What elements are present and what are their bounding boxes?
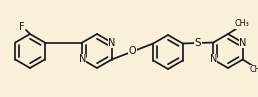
- Text: N: N: [239, 38, 246, 48]
- Text: S: S: [195, 38, 201, 48]
- Text: F: F: [19, 22, 25, 32]
- Text: O: O: [129, 46, 136, 56]
- Text: CH₃: CH₃: [235, 19, 249, 29]
- Text: CH₃: CH₃: [249, 65, 258, 74]
- Text: N: N: [209, 55, 217, 65]
- Text: N: N: [108, 38, 115, 48]
- Text: N: N: [79, 55, 86, 65]
